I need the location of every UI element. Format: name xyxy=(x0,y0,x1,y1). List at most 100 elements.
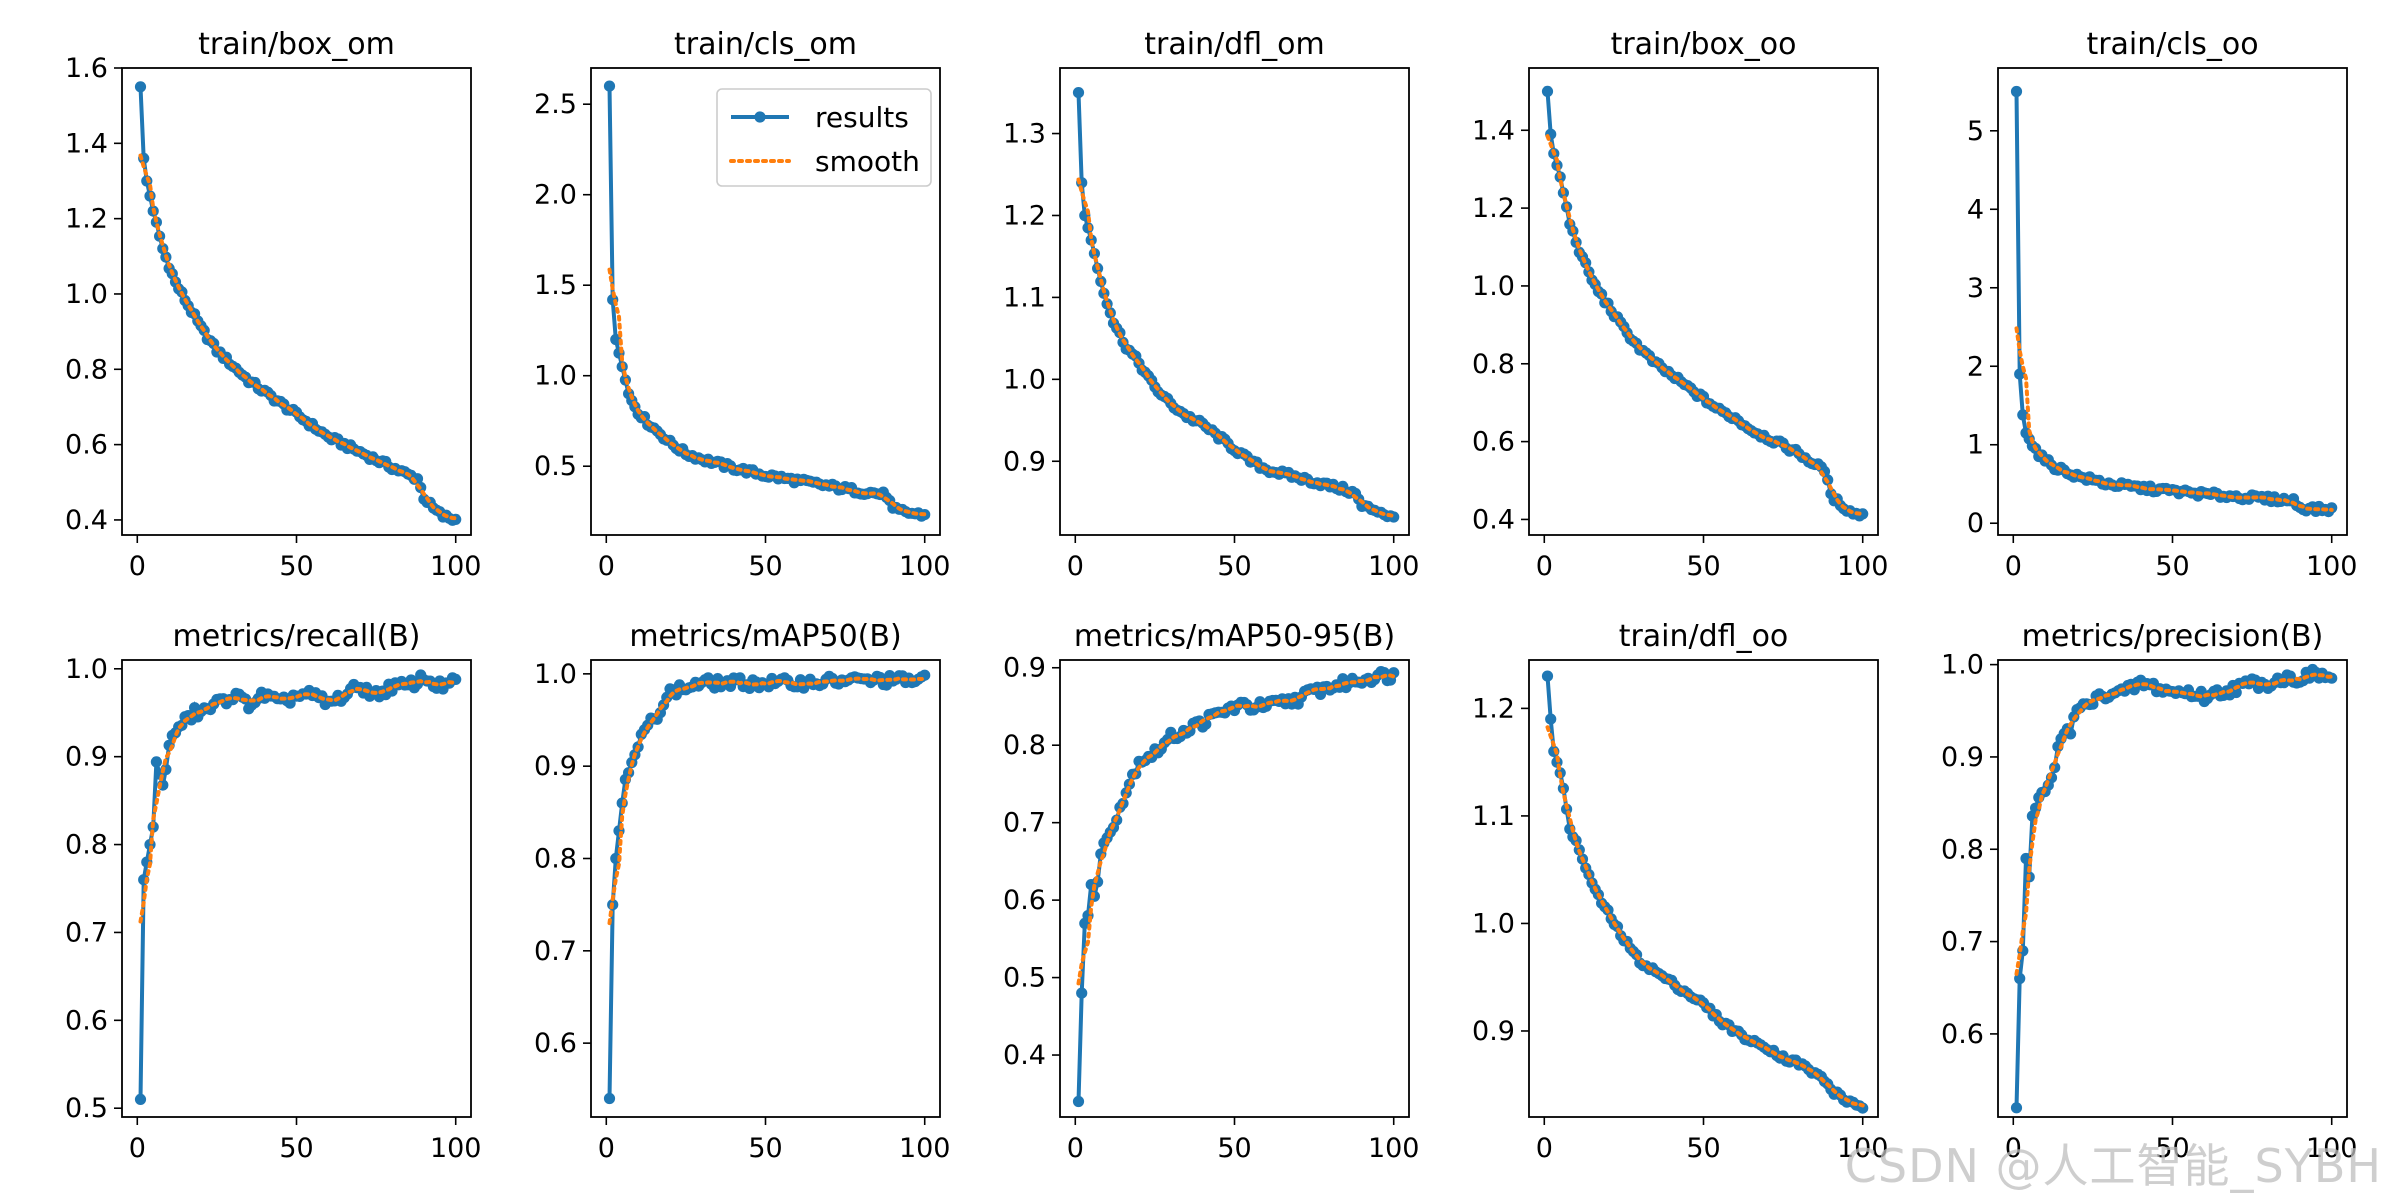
y-tick-label: 4 xyxy=(1967,194,1984,225)
y-tick-label: 0.8 xyxy=(1003,730,1046,761)
y-tick-label: 1.1 xyxy=(1472,801,1515,832)
y-tick-label: 0.8 xyxy=(534,843,577,874)
legend-smooth-label: smooth xyxy=(815,145,920,178)
x-tick-label: 50 xyxy=(279,1133,313,1164)
y-tick-label: 1.0 xyxy=(1472,908,1515,939)
chart-title: train/dfl_oo xyxy=(1619,619,1789,654)
y-tick-label: 0.8 xyxy=(1472,349,1515,380)
y-tick-label: 0.7 xyxy=(534,936,577,967)
results-line xyxy=(1076,669,1396,1102)
smooth-line xyxy=(1076,673,1396,986)
y-tick-label: 0.5 xyxy=(65,1093,108,1124)
x-tick-label: 50 xyxy=(1217,551,1251,582)
x-tick-label: 0 xyxy=(598,551,615,582)
chart-panel: train/dfl_oo 0 50 100 0.9 1.0 1.1 1.2 xyxy=(1472,619,1888,1164)
chart-title: metrics/recall(B) xyxy=(172,619,420,654)
y-tick-label: 1.0 xyxy=(534,361,577,392)
smooth-line xyxy=(607,267,927,517)
results-point xyxy=(134,81,147,93)
plot-area xyxy=(134,669,462,1105)
y-tick-label: 1.0 xyxy=(1003,364,1046,395)
chart-title: metrics/mAP50-95(B) xyxy=(1074,619,1395,654)
y-tick-label: 0.9 xyxy=(1941,742,1984,773)
chart-panel: metrics/mAP50(B) 0 50 100 0.6 0.7 0.8 0.9 1.0 xyxy=(534,619,950,1164)
x-tick-label: 50 xyxy=(2155,551,2189,582)
y-tick-label: 0.6 xyxy=(65,1005,108,1036)
x-tick-label: 100 xyxy=(1837,1133,1889,1164)
y-tick-label: 0.6 xyxy=(1472,427,1515,458)
x-tick-label: 100 xyxy=(1837,551,1889,582)
legend-results-label: results xyxy=(815,101,909,134)
axes-frame xyxy=(1059,67,1410,536)
chart-panel: metrics/precision(B) 0 50 100 0.6 0.7 0.8 0.9 1.… xyxy=(1941,619,2357,1164)
y-tick-label: 1.2 xyxy=(1003,200,1046,231)
chart-panel: train/cls_oo 0 50 100 0 1 2 3 4 5 xyxy=(1967,27,2358,582)
x-tick-label: 0 xyxy=(2005,1133,2022,1164)
y-tick-label: 1.2 xyxy=(65,204,108,235)
y-tick-label: 0 xyxy=(1967,508,1984,539)
x-tick-label: 50 xyxy=(1217,1133,1251,1164)
axes-frame xyxy=(1997,659,2348,1118)
results-point xyxy=(1541,85,1554,97)
y-tick-label: 1.0 xyxy=(534,659,577,690)
y-tick-label: 1.1 xyxy=(1003,282,1046,313)
y-tick-label: 0.7 xyxy=(1941,927,1984,958)
y-tick-label: 0.6 xyxy=(65,430,108,461)
y-tick-label: 0.8 xyxy=(65,354,108,385)
y-tick-label: 1.0 xyxy=(1472,271,1515,302)
y-tick-label: 0.9 xyxy=(1472,1016,1515,1047)
chart-title: train/cls_om xyxy=(674,27,857,62)
plot-area xyxy=(2010,663,2338,1114)
axes-frame xyxy=(1997,67,2348,536)
results-point xyxy=(1072,87,1085,99)
results-point xyxy=(603,1092,616,1105)
y-tick-label: 1.4 xyxy=(65,128,108,159)
smooth-line xyxy=(607,676,927,926)
results-point xyxy=(603,80,616,92)
x-tick-label: 100 xyxy=(1368,1133,1420,1164)
plot-area xyxy=(1072,87,1400,523)
results-point xyxy=(1076,987,1088,999)
plot-area xyxy=(134,81,462,526)
y-tick-label: 1.2 xyxy=(1472,693,1515,724)
y-tick-label: 0.4 xyxy=(1472,504,1515,535)
x-tick-label: 0 xyxy=(129,551,146,582)
legend-results-marker xyxy=(754,111,766,123)
smooth-line xyxy=(138,678,458,924)
y-tick-label: 0.9 xyxy=(1003,446,1046,477)
chart-panel: metrics/recall(B) 0 50 100 0.5 0.6 0.7 0.8 0.9 1.… xyxy=(65,619,481,1164)
x-tick-label: 0 xyxy=(2005,551,2022,582)
x-tick-label: 0 xyxy=(1536,1133,1553,1164)
x-tick-label: 100 xyxy=(430,1133,482,1164)
y-tick-label: 0.9 xyxy=(1003,653,1046,684)
x-tick-label: 0 xyxy=(1536,551,1553,582)
x-tick-label: 50 xyxy=(1686,1133,1720,1164)
results-point xyxy=(2010,85,2023,98)
y-tick-label: 0.6 xyxy=(1003,885,1046,916)
y-tick-label: 0.4 xyxy=(1003,1040,1046,1071)
results-point xyxy=(610,333,622,346)
y-tick-label: 2 xyxy=(1967,351,1984,382)
y-tick-label: 1.3 xyxy=(1003,119,1046,150)
x-tick-label: 100 xyxy=(899,1133,951,1164)
results-line xyxy=(607,670,926,1099)
plot-area xyxy=(2010,85,2338,518)
x-tick-label: 100 xyxy=(430,551,482,582)
chart-title: train/box_oo xyxy=(1611,27,1797,62)
y-tick-label: 0.6 xyxy=(534,1028,577,1059)
x-tick-label: 50 xyxy=(748,1133,782,1164)
results-line xyxy=(2014,91,2334,515)
axes-frame xyxy=(1059,659,1410,1118)
x-tick-label: 50 xyxy=(1686,551,1720,582)
smooth-line xyxy=(1545,725,1865,1108)
results-point xyxy=(150,756,162,768)
results-point xyxy=(1072,1095,1085,1108)
y-tick-label: 5 xyxy=(1967,116,1984,147)
chart-panel: train/cls_om 0 50 100 0.5 1.0 1.5 2.0 2.5 results… xyxy=(534,27,950,582)
y-tick-label: 2.0 xyxy=(534,180,577,211)
y-tick-label: 0.4 xyxy=(65,505,108,536)
x-tick-label: 0 xyxy=(598,1133,615,1164)
y-tick-label: 0.9 xyxy=(534,751,577,782)
chart-panel: train/dfl_om 0 50 100 0.9 1.0 1.1 1.2 1.3 xyxy=(1003,27,1419,582)
